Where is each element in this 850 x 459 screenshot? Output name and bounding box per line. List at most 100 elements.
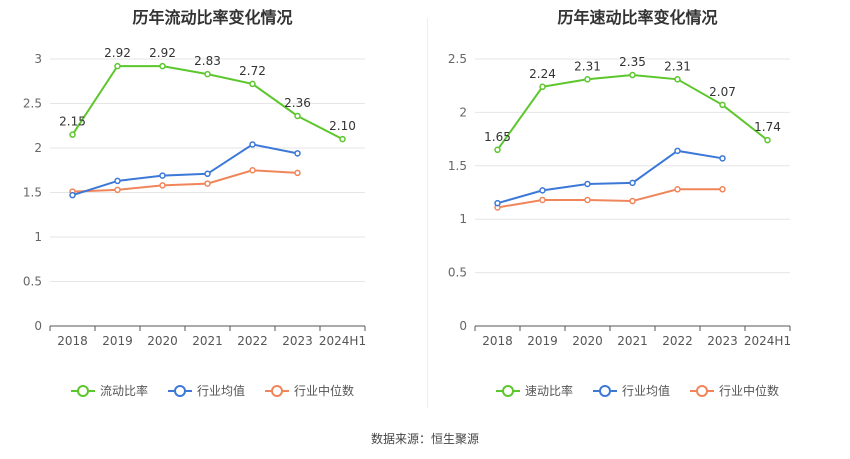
data-point: [114, 177, 121, 185]
legend-label: 行业均值: [196, 384, 245, 398]
y-tick-label: 2.5: [448, 52, 467, 66]
data-point: [159, 182, 166, 189]
data-point: [629, 197, 636, 205]
legend-item-median[interactable]: 行业中位数: [690, 382, 779, 399]
data-label: 2.31: [664, 59, 691, 73]
data-point: [719, 155, 726, 162]
data-point: [294, 150, 301, 157]
chart-title: 历年流动比率变化情况: [132, 8, 293, 27]
legend-item-main[interactable]: 速动比率: [495, 382, 573, 399]
legend-label: 速动比率: [524, 384, 573, 398]
legend-line-icon: [167, 384, 192, 397]
y-tick-label: 3: [34, 52, 42, 66]
x-tick-label: 2023: [282, 334, 313, 348]
legend: 速动比率 行业均值 行业中位数: [425, 382, 850, 399]
data-point: [204, 70, 211, 78]
data-point: [339, 135, 346, 143]
legend-line-icon: [265, 384, 289, 397]
x-tick-label: 2022: [662, 334, 693, 348]
data-label: 2.31: [574, 59, 601, 73]
data-point: [114, 186, 121, 194]
series-line: [72, 143, 298, 197]
legend-line-icon: [495, 384, 520, 397]
x-tick-label: 2020: [147, 334, 178, 348]
quick-ratio-panel: 历年速动比率变化情况 0 0.5 1 1.5 2 2.5 2018 2019 2020 2021 2…: [425, 0, 850, 420]
x-tick-label: 2019: [102, 334, 133, 348]
data-label: 2.92: [149, 46, 176, 60]
y-tick-label: 0: [459, 319, 467, 333]
data-point: [294, 169, 301, 177]
y-tick-label: 1: [459, 212, 467, 226]
data-point: [539, 187, 546, 194]
data-label: 2.15: [59, 115, 86, 129]
data-point: [584, 76, 591, 83]
legend-item-median[interactable]: 行业中位数: [265, 382, 354, 399]
data-point: [204, 170, 211, 178]
data-point: [629, 71, 636, 79]
data-point: [674, 147, 681, 155]
data-label: 2.10: [329, 119, 356, 133]
data-point: [204, 180, 211, 187]
data-label: 2.83: [194, 54, 221, 68]
y-tick-label: 1.5: [23, 186, 42, 200]
data-point: [539, 196, 546, 204]
data-label: 2.72: [239, 64, 266, 78]
legend-label: 行业均值: [621, 384, 670, 398]
data-point: [584, 180, 591, 188]
data-point: [159, 62, 166, 70]
legend-label: 行业中位数: [719, 384, 780, 398]
x-tick-label: 2018: [57, 334, 88, 348]
data-label: 2.92: [104, 46, 131, 60]
x-tick-label: 2019: [527, 334, 558, 348]
y-tick-label: 1: [34, 230, 42, 244]
data-label: 1.74: [754, 120, 781, 134]
data-point: [494, 199, 501, 207]
data-point: [674, 186, 681, 193]
x-tick-label: 2021: [617, 334, 648, 348]
y-tick-label: 0.5: [23, 275, 42, 289]
legend-label: 流动比率: [99, 384, 148, 398]
data-point: [249, 141, 256, 148]
series-line: [497, 188, 723, 209]
panel-divider: [427, 18, 428, 408]
legend-label: 行业中位数: [294, 384, 355, 398]
y-tick-label: 2.5: [23, 97, 42, 111]
y-tick-label: 2: [34, 141, 42, 155]
legend-line-icon: [690, 384, 714, 397]
data-point: [114, 62, 121, 70]
series-line: [72, 169, 298, 193]
data-point: [719, 101, 726, 109]
legend-item-avg[interactable]: 行业均值: [592, 382, 670, 399]
y-tick-label: 2: [459, 105, 467, 119]
data-label: 2.24: [529, 67, 556, 81]
data-point: [69, 191, 76, 199]
y-tick-label: 0.5: [448, 266, 467, 280]
x-tick-label: 2024H1: [744, 334, 791, 348]
data-source-note: 数据来源：恒生聚源: [370, 432, 479, 446]
current-ratio-chart: 0 0.5 1 1.5 2 2.5 3 2018 2019 2020 2021 2022 2023 202…: [23, 46, 366, 348]
data-point: [294, 112, 301, 120]
legend-item-avg[interactable]: 行业均值: [167, 382, 245, 399]
current-ratio-panel: 历年流动比率变化情况 0 0.5 1 1.5 2 2.5 3 2018 2019 2020 2021…: [0, 0, 425, 420]
data-label: 1.65: [484, 130, 511, 144]
data-point: [629, 179, 636, 187]
y-tick-label: 0: [34, 319, 42, 333]
x-tick-label: 2022: [237, 334, 268, 348]
x-tick-label: 2018: [482, 334, 513, 348]
data-label: 2.36: [284, 96, 311, 110]
data-point: [539, 83, 546, 91]
data-point: [494, 146, 501, 154]
data-point: [674, 76, 681, 83]
x-tick-label: 2023: [707, 334, 738, 348]
x-tick-label: 2021: [192, 334, 223, 348]
data-point: [719, 186, 726, 193]
legend-item-main[interactable]: 流动比率: [70, 382, 148, 399]
data-point: [69, 131, 76, 138]
chart-title: 历年速动比率变化情况: [557, 8, 718, 27]
x-tick-label: 2024H1: [319, 334, 366, 348]
legend-line-icon: [592, 384, 617, 397]
data-label: 2.35: [619, 55, 646, 69]
quick-ratio-chart: 0 0.5 1 1.5 2 2.5 2018 2019 2020 2021 2022 2023 2024…: [448, 52, 791, 348]
data-point: [764, 136, 771, 144]
data-point: [249, 80, 256, 88]
